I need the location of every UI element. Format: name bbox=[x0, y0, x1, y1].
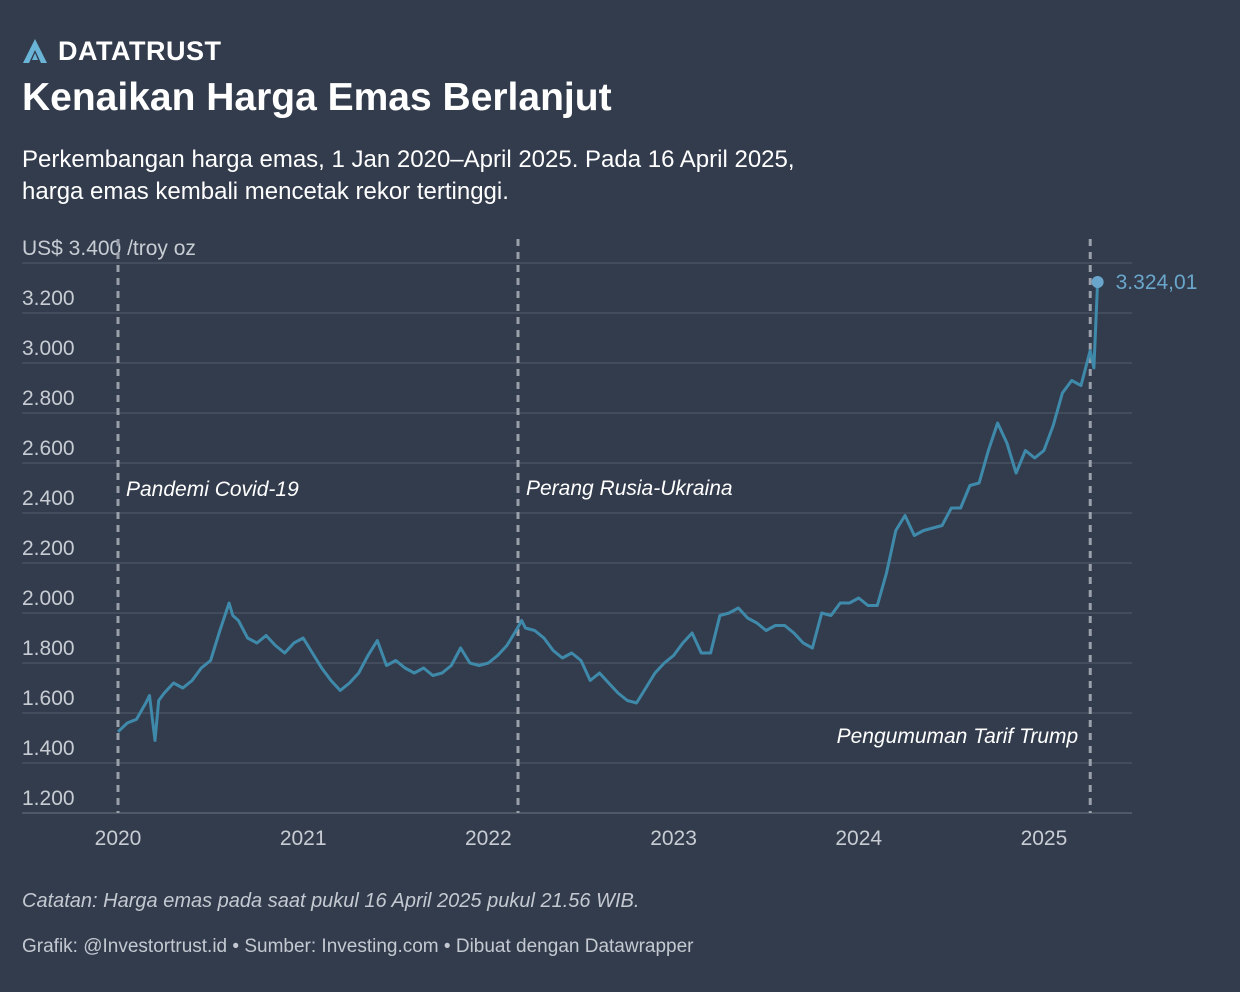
end-value-label: 3.324,01 bbox=[1116, 271, 1198, 294]
x-tick-label: 2023 bbox=[650, 827, 697, 850]
x-tick-label: 2024 bbox=[835, 827, 882, 850]
y-tick-label: 2.800 bbox=[22, 387, 75, 410]
y-tick-label: 2.000 bbox=[22, 587, 75, 610]
chart-subtitle: Perkembangan harga emas, 1 Jan 2020–Apri… bbox=[22, 144, 922, 208]
event-label: Pandemi Covid-19 bbox=[126, 478, 299, 501]
event-label: Perang Rusia-Ukraina bbox=[526, 477, 733, 500]
chart-note: Catatan: Harga emas pada saat pukul 16 A… bbox=[22, 890, 640, 912]
y-tick-label: 1.200 bbox=[22, 787, 75, 810]
end-point-marker bbox=[1091, 276, 1104, 288]
y-tick-label: 2.600 bbox=[22, 437, 75, 460]
gold-price-chart: US$ 3.400 /troy oz 3.200 3.000 2.800 2.600 2.… bbox=[22, 237, 1198, 850]
y-tick-label: 2.400 bbox=[22, 487, 75, 510]
x-tick-label: 2022 bbox=[465, 827, 512, 850]
gold-price-line bbox=[116, 281, 1100, 742]
brand-name: DATATRUST bbox=[58, 35, 222, 66]
subtitle-line-1: Perkembangan harga emas, 1 Jan 2020–Apri… bbox=[22, 146, 795, 173]
event-label: Pengumuman Tarif Trump bbox=[837, 725, 1079, 748]
x-tick-label: 2025 bbox=[1021, 827, 1068, 850]
chart-title: Kenaikan Harga Emas Berlanjut bbox=[22, 76, 612, 119]
y-tick-label: 1.800 bbox=[22, 637, 75, 660]
y-tick-label: 3.200 bbox=[22, 287, 75, 310]
datatrust-logo-icon bbox=[23, 39, 47, 63]
y-tick-label: US$ 3.400 /troy oz bbox=[22, 237, 196, 260]
chart-credits: Grafik: @Investortrust.id • Sumber: Inve… bbox=[22, 936, 694, 957]
y-tick-label: 2.200 bbox=[22, 537, 75, 560]
brand: DATATRUST bbox=[22, 34, 221, 68]
y-tick-label: 1.400 bbox=[22, 737, 75, 760]
y-tick-label: 1.600 bbox=[22, 687, 75, 710]
x-tick-label: 2021 bbox=[280, 827, 327, 850]
subtitle-line-2: harga emas kembali mencetak rekor tertin… bbox=[22, 178, 509, 205]
y-tick-label: 3.000 bbox=[22, 337, 75, 360]
x-tick-label: 2020 bbox=[95, 827, 142, 850]
